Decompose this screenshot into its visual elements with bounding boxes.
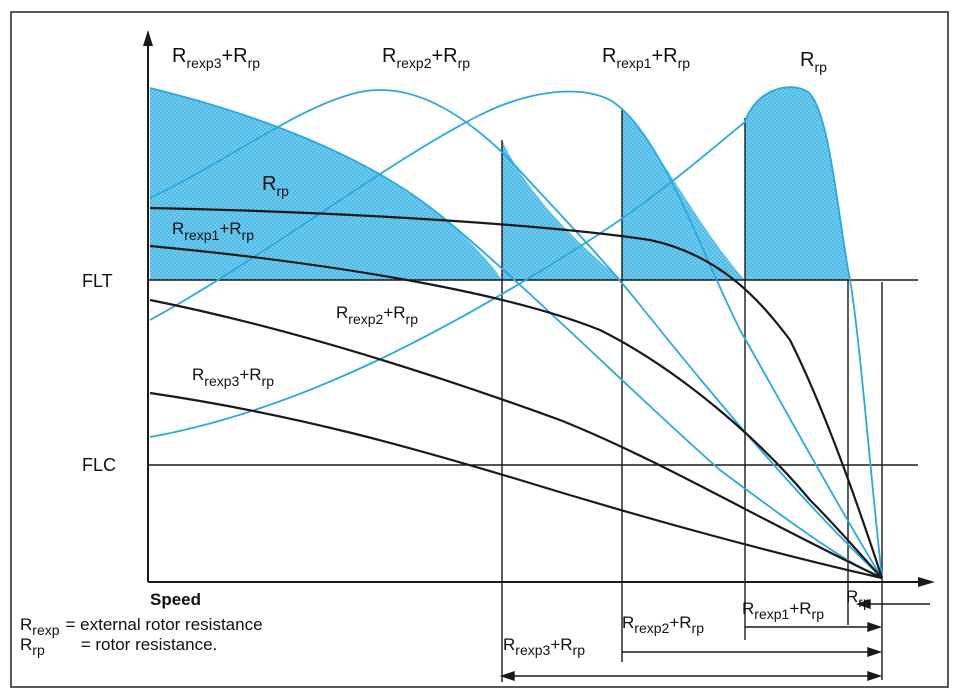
legend-line-2: Rrp = rotor resistance.	[20, 635, 217, 658]
y-axis-arrow	[143, 30, 153, 46]
top-label-r3: Rrexp3+Rrp	[172, 45, 260, 71]
shaded-region-r2	[502, 140, 622, 280]
shaded-region-r0	[745, 87, 850, 280]
torque-curve-r2	[149, 89, 883, 579]
axes	[143, 30, 935, 587]
outer-frame	[10, 11, 949, 688]
range-label-r0: Rrp	[846, 587, 871, 610]
x-axis-arrow	[918, 577, 935, 587]
top-label-r2: Rrexp2+Rrp	[382, 45, 470, 71]
shaded-region-r3	[150, 88, 502, 280]
curve-label-r0: Rrp	[262, 173, 289, 199]
range-label-r2: Rrexp2+Rrp	[622, 613, 704, 636]
curve-label-r1: Rrexp1+Rrp	[172, 219, 254, 243]
current-curve-r3	[149, 391, 883, 580]
top-label-r0: Rrp	[800, 49, 827, 75]
flt-label: FLT	[82, 271, 113, 291]
range-label-r1: Rrexp1+Rrp	[742, 599, 824, 622]
shaded-region-r1	[622, 108, 745, 280]
legend-line-1: Rrexp = external rotor resistance	[20, 615, 263, 638]
speed-label: Speed	[150, 590, 201, 609]
vertical-lines	[501, 108, 883, 682]
current-curve-r0	[149, 206, 884, 579]
range-arrows	[499, 599, 930, 681]
torque-curve-r1	[149, 90, 883, 579]
current-curves	[149, 206, 884, 580]
top-label-r1: Rrexp1+Rrp	[602, 45, 690, 71]
curve-label-r3: Rrexp3+Rrp	[192, 365, 274, 389]
current-curve-r1	[149, 244, 883, 579]
flc-label: FLC	[82, 455, 116, 475]
torque-curve-r0	[149, 86, 883, 579]
range-label-r3: Rrexp3+Rrp	[503, 635, 585, 658]
current-curve-r2	[149, 298, 883, 579]
curve-label-r2: Rrexp2+Rrp	[336, 303, 418, 327]
